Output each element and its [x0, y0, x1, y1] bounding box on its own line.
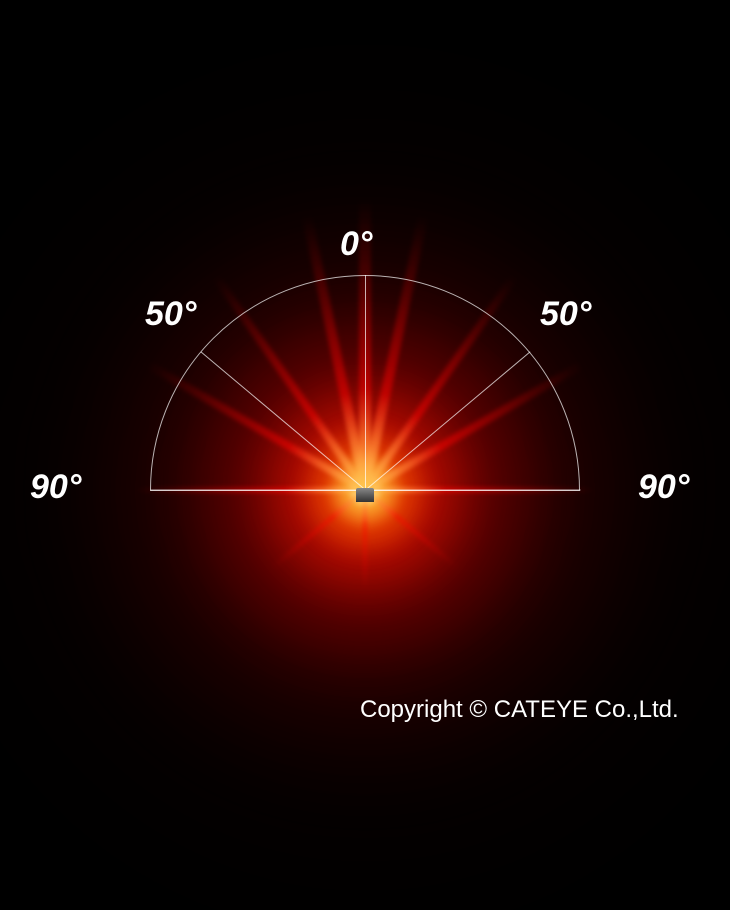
- angle-label: 90°: [30, 468, 81, 507]
- beam-pattern-diagram: 0° 50° 50° 90° 90° Copyright © CATEYE Co.,Lt…: [0, 0, 730, 730]
- angle-label: 50°: [145, 295, 196, 334]
- angle-label: 50°: [540, 295, 591, 334]
- copyright-text: Copyright © CATEYE Co.,Ltd.: [360, 696, 679, 724]
- angle-label: 90°: [638, 468, 689, 507]
- angle-label: 0°: [340, 225, 373, 264]
